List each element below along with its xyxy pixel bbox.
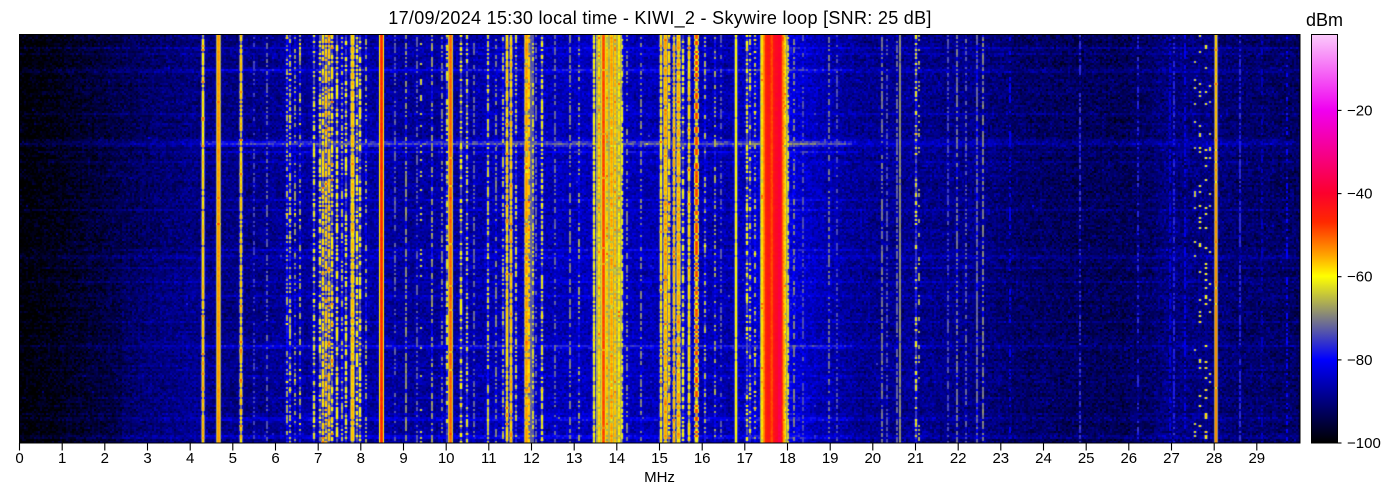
svg-text:20: 20 <box>864 450 881 467</box>
svg-text:27: 27 <box>1163 450 1180 467</box>
svg-text:7: 7 <box>314 450 322 467</box>
svg-text:11: 11 <box>481 450 497 467</box>
svg-text:−20: −20 <box>1347 102 1372 119</box>
svg-text:21: 21 <box>907 450 924 467</box>
svg-text:22: 22 <box>950 450 967 467</box>
svg-text:14: 14 <box>608 450 625 467</box>
svg-text:10: 10 <box>438 450 455 467</box>
svg-text:2: 2 <box>101 450 109 467</box>
svg-text:24: 24 <box>1035 450 1052 467</box>
svg-text:4: 4 <box>186 450 194 467</box>
svg-text:28: 28 <box>1206 450 1223 467</box>
svg-text:26: 26 <box>1120 450 1137 467</box>
svg-text:0: 0 <box>15 450 23 467</box>
svg-text:−40: −40 <box>1347 186 1372 203</box>
svg-text:5: 5 <box>229 450 237 467</box>
svg-text:18: 18 <box>779 450 796 467</box>
svg-text:29: 29 <box>1248 450 1265 467</box>
svg-text:8: 8 <box>357 450 365 467</box>
svg-text:3: 3 <box>143 450 151 467</box>
svg-text:6: 6 <box>271 450 279 467</box>
svg-text:17: 17 <box>736 450 753 467</box>
svg-text:16: 16 <box>694 450 711 467</box>
svg-text:−60: −60 <box>1347 269 1372 286</box>
svg-text:MHz: MHz <box>644 469 675 486</box>
svg-text:9: 9 <box>399 450 407 467</box>
svg-text:19: 19 <box>822 450 839 467</box>
svg-text:−100: −100 <box>1347 435 1381 452</box>
svg-text:17/09/2024 15:30 local time -: 17/09/2024 15:30 local time - KIWI_2 - S… <box>388 8 931 29</box>
svg-text:15: 15 <box>651 450 668 467</box>
svg-text:1: 1 <box>58 450 66 467</box>
svg-text:13: 13 <box>566 450 583 467</box>
svg-text:−80: −80 <box>1347 352 1372 369</box>
svg-text:23: 23 <box>992 450 1009 467</box>
svg-text:dBm: dBm <box>1306 10 1343 30</box>
svg-text:12: 12 <box>523 450 540 467</box>
svg-text:25: 25 <box>1078 450 1095 467</box>
